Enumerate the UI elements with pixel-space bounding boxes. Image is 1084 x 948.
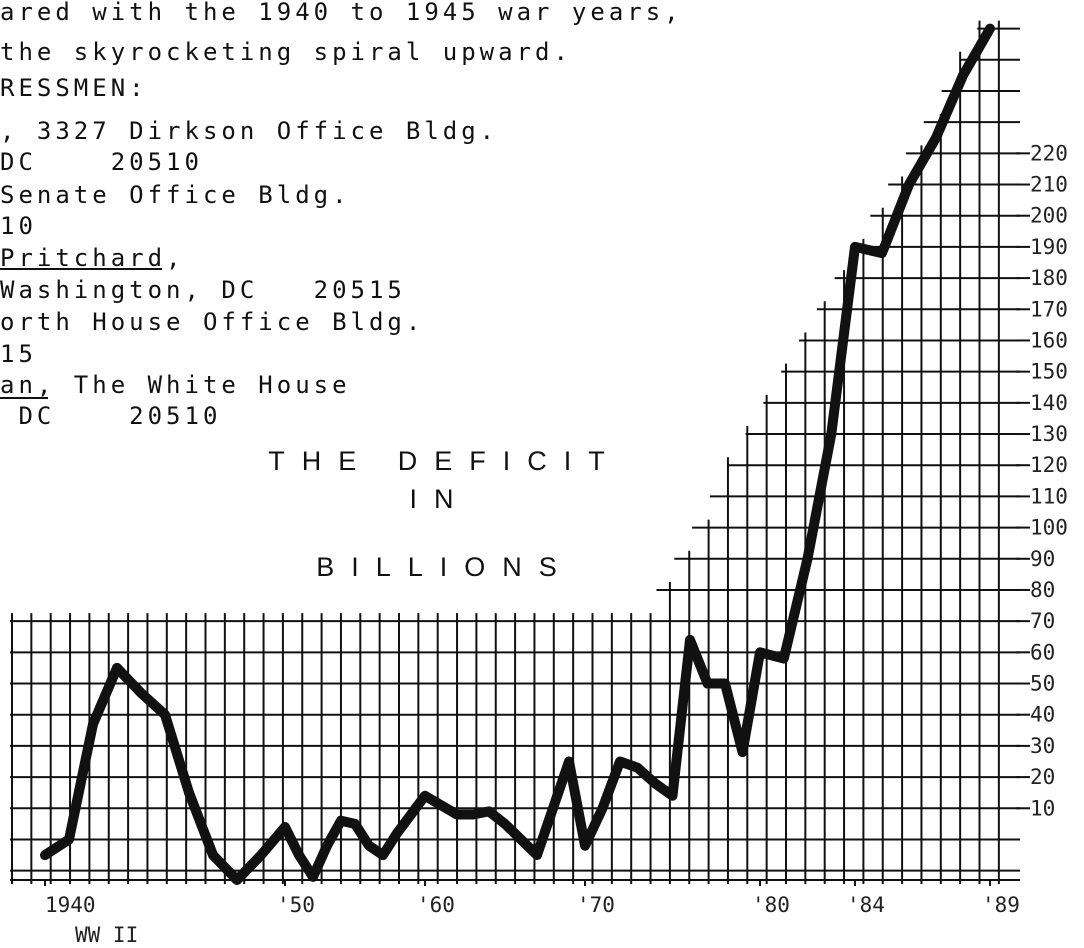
text-line: orth House Office Bldg. bbox=[0, 308, 424, 336]
y-tick-label: 220 bbox=[1030, 141, 1068, 165]
y-tick-label: 110 bbox=[1030, 484, 1068, 508]
plot: 10 20 30 40 50 60 70 80 90 100 110 120 130 140 150 160 1… bbox=[40, 23, 1068, 947]
y-tick-label: 60 bbox=[1030, 640, 1055, 664]
chart-title: BILLIONS bbox=[316, 552, 574, 582]
y-tick-label: 150 bbox=[1030, 360, 1068, 384]
x-tick-label: '84 bbox=[847, 893, 885, 917]
y-tick-label: 180 bbox=[1030, 266, 1068, 290]
grid bbox=[10, 20, 1020, 884]
text-line: an, The White House bbox=[0, 371, 351, 399]
y-tick-label: 10 bbox=[1030, 796, 1055, 820]
text-line: , 3327 Dirkson Office Bldg. bbox=[0, 117, 498, 145]
y-tick-label: 70 bbox=[1030, 609, 1055, 633]
y-tick-label: 80 bbox=[1030, 578, 1055, 602]
y-tick-label: 40 bbox=[1030, 703, 1055, 727]
x-tick-label: '60 bbox=[417, 893, 455, 917]
x-tick-label: '70 bbox=[577, 893, 615, 917]
x-tick-label: 1940 bbox=[45, 893, 96, 917]
text-line: RESSMEN: bbox=[0, 74, 148, 102]
y-tick-label: 130 bbox=[1030, 422, 1068, 446]
text-line: 10 bbox=[0, 212, 37, 240]
y-tick-label: 90 bbox=[1030, 547, 1055, 571]
y-tick-label: 200 bbox=[1030, 204, 1068, 228]
text-line: DC 20510 bbox=[0, 148, 203, 176]
y-tick-label: 120 bbox=[1030, 453, 1068, 477]
text-line: Pritchard, bbox=[0, 244, 185, 272]
annotation: WW II bbox=[75, 923, 138, 947]
chart-title: THE DEFICIT bbox=[268, 446, 622, 476]
deficit-line bbox=[40, 23, 995, 885]
y-tick-label: 100 bbox=[1030, 516, 1068, 540]
chart-title: IN bbox=[410, 484, 471, 514]
y-tick-label: 190 bbox=[1030, 235, 1068, 259]
text-line: 15 bbox=[0, 340, 37, 368]
y-tick-label: 30 bbox=[1030, 734, 1055, 758]
x-tick-label: '50 bbox=[277, 893, 315, 917]
y-tick-label: 140 bbox=[1030, 391, 1068, 415]
text-line: ared with the 1940 to 1945 war years, bbox=[0, 0, 683, 26]
x-tick-label: '80 bbox=[752, 893, 790, 917]
y-tick-label: 50 bbox=[1030, 672, 1055, 696]
text-line: Senate Office Bldg. bbox=[0, 181, 351, 209]
document-text: ared with the 1940 to 1945 war years, the… bbox=[0, 0, 683, 430]
y-tick-label: 160 bbox=[1030, 328, 1068, 352]
text-line: DC 20510 bbox=[0, 402, 221, 430]
text-line: the skyrocketing spiral upward. bbox=[0, 38, 572, 66]
x-tick-label: '89 bbox=[982, 893, 1020, 917]
y-tick-label: 210 bbox=[1030, 173, 1068, 197]
y-tick-label: 170 bbox=[1030, 297, 1068, 321]
text-line: Washington, DC 20515 bbox=[0, 276, 406, 304]
y-tick-label: 20 bbox=[1030, 765, 1055, 789]
